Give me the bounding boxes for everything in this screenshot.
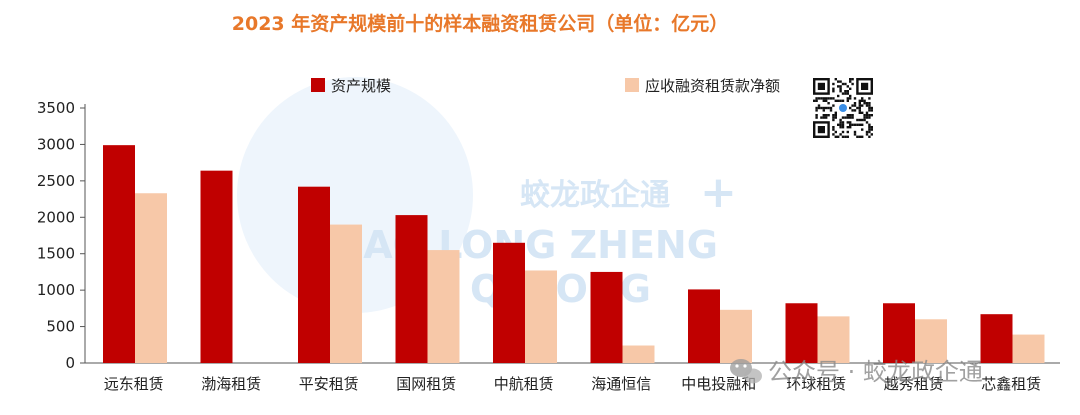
y-tick-label: 0: [65, 354, 75, 372]
x-tick-label: 国网租赁: [396, 375, 456, 393]
bar-receivable: [622, 345, 655, 363]
axis-labels: 0 500 1000 1500 2000 2500 3000 3500 远东租赁 渤海租赁 平安租赁…: [37, 99, 1041, 393]
chart-title: 2023 年资产规模前十的样本融资租赁公司（单位：亿元）: [232, 12, 729, 35]
legend-swatch-receivable: [625, 78, 639, 92]
y-tick-label: 1500: [37, 245, 75, 263]
bar-asset: [493, 242, 525, 363]
bar-asset: [200, 170, 233, 363]
qr-code-icon: [811, 76, 875, 140]
bar-receivable: [817, 316, 850, 363]
watermark-plus-icon: +: [700, 167, 737, 218]
x-tick-label: 中电投融和: [681, 375, 756, 393]
bars: [103, 145, 1045, 363]
bar-receivable: [135, 193, 167, 363]
bar-receivable: [525, 270, 557, 363]
y-tick-label: 2000: [37, 208, 75, 226]
legend: 资产规模 应收融资租赁款净额: [311, 77, 780, 95]
bar-receivable: [720, 309, 752, 363]
y-tick-label: 2500: [37, 172, 75, 190]
bar-asset: [590, 271, 623, 363]
bar-asset: [980, 314, 1013, 363]
wechat-watermark: 公众号 · 蛟龙政企通: [730, 358, 983, 386]
x-tick-label: 海通恒信: [591, 375, 651, 393]
y-tick-label: 3500: [37, 99, 75, 117]
y-tick-label: 3000: [37, 135, 75, 153]
x-tick-label: 渤海租赁: [201, 375, 261, 393]
wechat-icon: [730, 359, 762, 384]
bar-asset: [103, 145, 135, 363]
bar-receivable: [915, 319, 947, 363]
watermark-cn: 蛟龙政企通: [520, 178, 670, 213]
y-tick-label: 500: [46, 318, 75, 336]
bar-receivable: [1012, 334, 1045, 363]
x-tick-label: 远东租赁: [104, 375, 164, 393]
legend-label-asset: 资产规模: [331, 77, 391, 95]
wechat-account-name: 公众号 · 蛟龙政企通: [768, 358, 983, 386]
x-tick-label: 环球租赁: [786, 375, 846, 393]
bar-asset: [688, 289, 720, 363]
bar-asset: [298, 186, 330, 363]
bar-receivable: [427, 250, 460, 363]
x-tick-label: 平安租赁: [299, 375, 359, 393]
x-tick-label: 芯鑫租赁: [981, 375, 1041, 393]
bar-asset: [395, 215, 428, 363]
legend-label-receivable: 应收融资租赁款净额: [645, 77, 780, 95]
bar-receivable: [330, 224, 362, 363]
legend-swatch-asset: [311, 78, 325, 92]
x-tick-label: 中航租赁: [494, 375, 554, 393]
bar-asset: [883, 303, 915, 363]
bar-asset: [785, 303, 818, 363]
y-tick-label: 1000: [37, 281, 75, 299]
x-tick-label: 越秀租赁: [884, 375, 944, 393]
